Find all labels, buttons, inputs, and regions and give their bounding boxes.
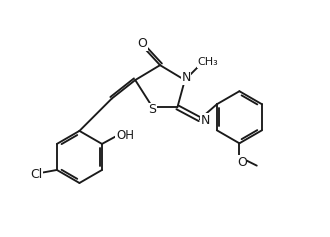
Text: O: O (138, 37, 148, 50)
Text: S: S (148, 103, 157, 116)
Text: OH: OH (116, 129, 134, 142)
Text: Cl: Cl (30, 169, 43, 181)
Text: N: N (201, 114, 210, 127)
Text: CH₃: CH₃ (198, 57, 218, 67)
Text: O: O (237, 156, 247, 169)
Text: N: N (182, 71, 191, 84)
